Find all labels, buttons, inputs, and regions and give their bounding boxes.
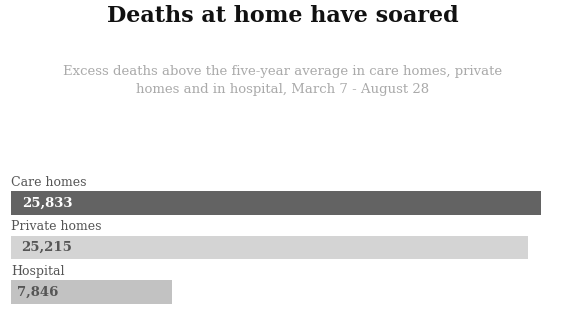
Text: Private homes: Private homes bbox=[11, 220, 102, 233]
Bar bbox=[11, 281, 172, 304]
Text: Excess deaths above the five-year average in care homes, private
homes and in ho: Excess deaths above the five-year averag… bbox=[63, 65, 503, 96]
Text: Deaths at home have soared: Deaths at home have soared bbox=[107, 5, 459, 27]
Bar bbox=[11, 191, 541, 214]
Text: Hospital: Hospital bbox=[11, 265, 65, 278]
Text: 25,215: 25,215 bbox=[22, 241, 72, 254]
Text: 7,846: 7,846 bbox=[18, 285, 59, 298]
Bar bbox=[11, 236, 528, 259]
Text: Care homes: Care homes bbox=[11, 176, 87, 189]
Text: 25,833: 25,833 bbox=[22, 197, 72, 210]
